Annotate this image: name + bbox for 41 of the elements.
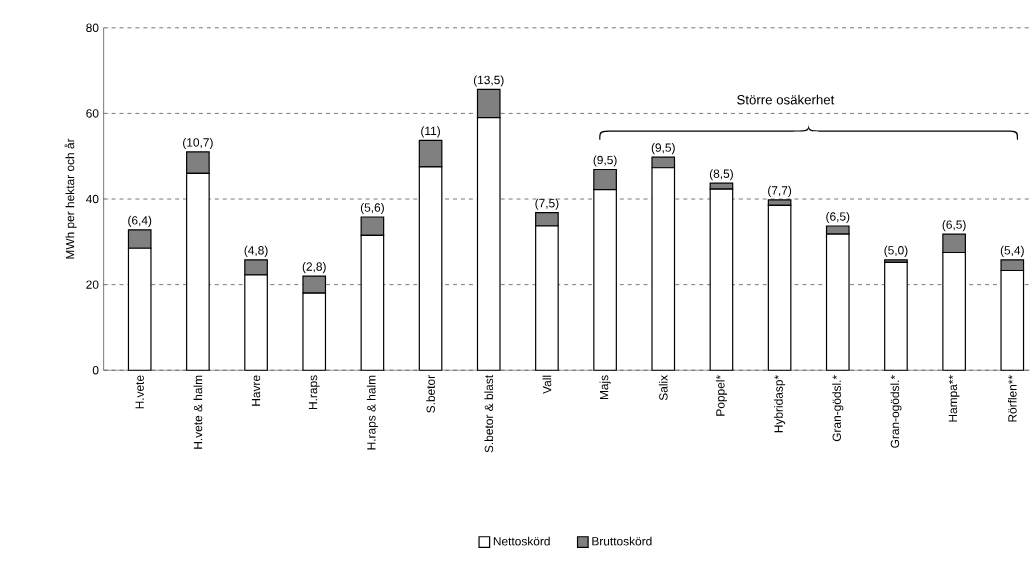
annotation: (9,5) <box>651 143 675 155</box>
annotation: (8,5) <box>709 169 733 181</box>
annotation: (7,5) <box>535 198 559 210</box>
annotation: (2,8) <box>302 262 326 274</box>
x-tick-label: Hampa** <box>948 375 960 422</box>
x-tick-label: Majs <box>599 375 611 400</box>
x-tick-label: H.vete <box>135 375 144 409</box>
y-tick-label: 0 <box>92 366 99 375</box>
x-tick-label: Vall <box>542 375 552 394</box>
x-tick-label: H.raps & halm <box>366 375 378 450</box>
annotation: (4,8) <box>244 245 268 258</box>
annotation: (9,5) <box>593 155 617 167</box>
x-tick-label: S.betor <box>426 375 435 413</box>
annotation: Större osäkerhet <box>737 94 835 105</box>
y-tick-label: 40 <box>85 194 99 204</box>
annotation: (11) <box>421 126 440 138</box>
x-tick-label: Salix <box>658 375 668 401</box>
x-tick-label: Havre <box>251 375 261 406</box>
x-tick-label: H.vete & halm <box>193 375 203 449</box>
x-tick-label: Gran-ogödsl.* <box>890 375 902 448</box>
annotation: (10,7) <box>183 138 213 150</box>
x-tick-label: S.betor & blast <box>484 375 494 453</box>
y-tick-label: 20 <box>86 280 99 289</box>
x-tick-label: H.raps <box>308 375 320 410</box>
annotation: (7,7) <box>768 185 792 198</box>
annotation: (6,5) <box>826 212 850 224</box>
annotation: (5,4) <box>1000 245 1024 258</box>
x-tick-label: Gran-gödsl.* <box>832 375 844 442</box>
y-axis-title: MWh per hektar och år <box>64 138 77 259</box>
y-tick-label: 80 <box>86 23 99 33</box>
annotation: (6,4) <box>128 215 152 228</box>
x-tick-label: Rörflen** <box>1007 375 1017 422</box>
y-tick-label: 60 <box>86 109 99 118</box>
x-tick-label: Poppel* <box>715 375 727 416</box>
annotation: (6,5) <box>942 220 966 232</box>
annotation: (5,0) <box>884 245 908 258</box>
legend-label: Nettoskörd <box>493 536 550 546</box>
legend-label: Bruttoskörd <box>592 536 652 546</box>
x-tick-label: Hybridasp* <box>774 375 786 433</box>
annotation: (13,5) <box>473 75 504 87</box>
annotation: (5,6) <box>360 203 384 215</box>
